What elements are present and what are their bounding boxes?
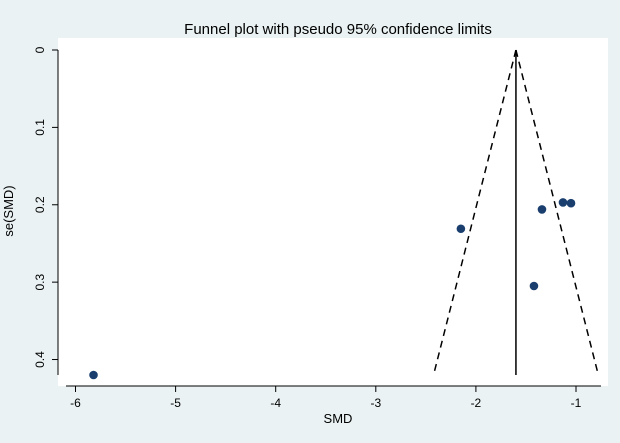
y-tick-label: 0.2 bbox=[33, 196, 47, 213]
x-tick-label: -5 bbox=[170, 396, 181, 410]
x-tick-label: -6 bbox=[70, 396, 81, 410]
x-tick-label: -2 bbox=[471, 396, 482, 410]
y-axis-ticks: 0 0.1 0.2 0.3 0.4 bbox=[33, 46, 58, 368]
y-axis-label: se(SMD) bbox=[1, 185, 16, 236]
lower-confidence-limit-line bbox=[432, 49, 517, 376]
study-point bbox=[456, 224, 466, 234]
y-tick-label: 0.1 bbox=[33, 119, 47, 136]
study-point bbox=[566, 198, 576, 208]
y-tick-label: 0.4 bbox=[33, 351, 47, 368]
chart-title: Funnel plot with pseudo 95% confidence l… bbox=[184, 21, 492, 38]
y-tick-label: 0 bbox=[33, 46, 47, 53]
plot-marks bbox=[89, 49, 600, 380]
x-axis-ticks: -6 -5 -4 -3 -2 -1 bbox=[70, 386, 582, 410]
y-tick-label: 0.3 bbox=[33, 273, 47, 290]
study-point bbox=[537, 205, 547, 214]
study-point bbox=[89, 370, 98, 380]
x-tick-label: -4 bbox=[270, 396, 281, 410]
study-point bbox=[558, 198, 568, 207]
x-axis-label: SMD bbox=[324, 411, 353, 426]
x-tick-label: -3 bbox=[370, 396, 381, 410]
study-point bbox=[529, 281, 539, 291]
x-tick-label: -1 bbox=[571, 396, 582, 410]
upper-confidence-limit-line bbox=[515, 49, 600, 376]
